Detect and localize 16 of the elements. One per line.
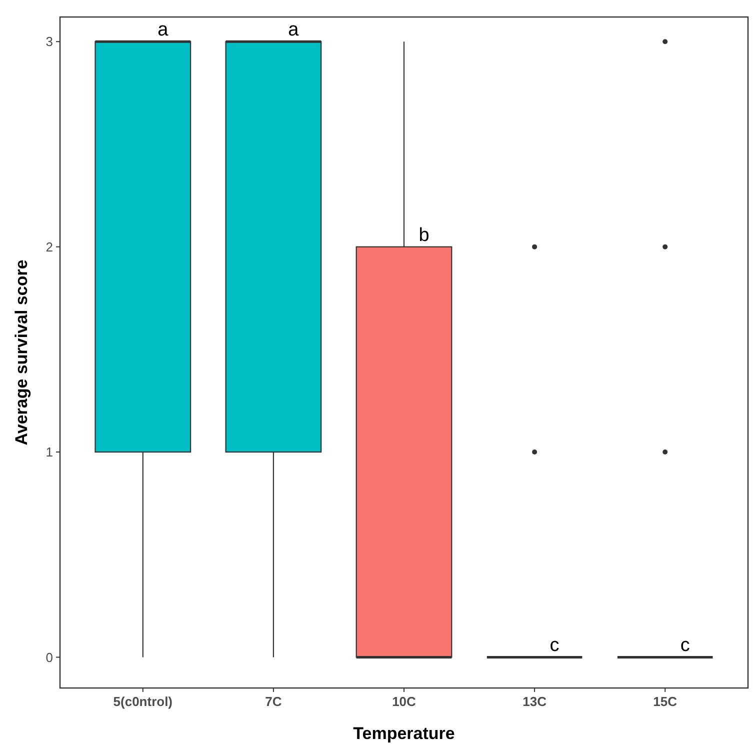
x-tick-label: 15C: [653, 694, 678, 709]
y-tick-label: 0: [46, 650, 53, 665]
annotation: a: [158, 20, 169, 41]
x-tick-label: 5(c0ntrol): [113, 694, 173, 709]
annotation: c: [680, 635, 690, 656]
annotation: b: [418, 224, 430, 246]
y-tick-label: 3: [46, 34, 53, 50]
x-axis-title: Temperature: [353, 724, 455, 743]
x-tick-label: 10C: [392, 694, 417, 709]
annotation: a: [288, 20, 300, 41]
y-tick-label: 1: [46, 444, 53, 460]
y-axis-title: Average survival score: [12, 260, 31, 446]
x-tick-label: 13C: [522, 694, 548, 709]
y-tick-label: 2: [46, 239, 53, 254]
annotation: c: [550, 635, 560, 656]
x-tick-label: 7C: [265, 694, 282, 709]
